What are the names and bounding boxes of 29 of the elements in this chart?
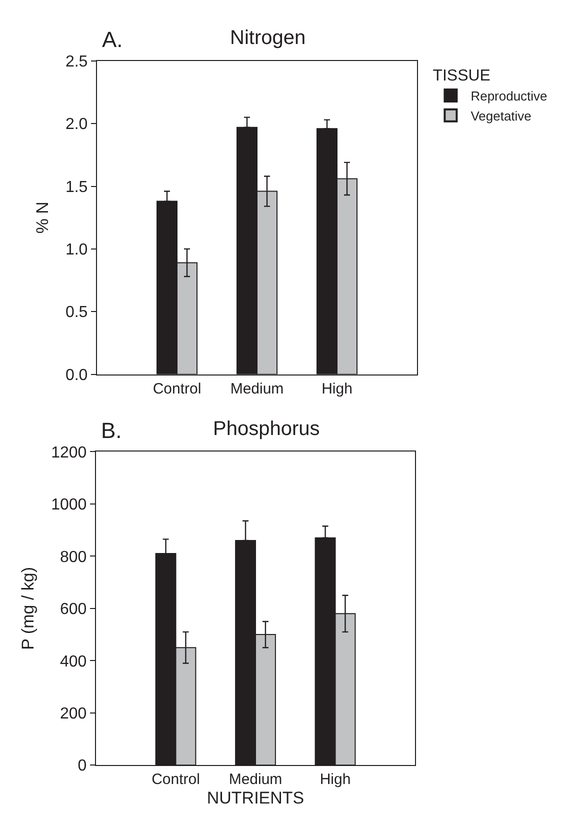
y-axis-title: P (mg / kg) xyxy=(18,566,38,650)
text: B. xyxy=(101,418,122,443)
x-tick-label: Control xyxy=(152,380,202,398)
y-tick-label: 600 xyxy=(60,601,87,618)
chart-title: Phosphorus xyxy=(213,418,320,440)
y-tick-label: 400 xyxy=(60,653,87,670)
text: A. xyxy=(102,27,123,52)
legend-title: TISSUE xyxy=(432,68,490,85)
y-tick-label: 2.5 xyxy=(65,53,88,70)
y-tick-label: 1.0 xyxy=(65,242,88,259)
y-tick-label: 0.5 xyxy=(65,304,88,322)
y-tick-label: 200 xyxy=(60,705,87,722)
x-axis-title: NUTRIENTS xyxy=(206,788,304,808)
y-tick-label: 1.5 xyxy=(65,178,88,196)
y-tick-label: 0 xyxy=(78,758,87,775)
y-tick-label: 0.0 xyxy=(65,366,88,384)
y-tick-label: 2.0 xyxy=(65,116,88,134)
y-tick-label: 800 xyxy=(60,548,87,566)
x-tick-label: Medium xyxy=(230,380,284,398)
x-tick-label: High xyxy=(322,380,352,398)
x-tick-label: Control xyxy=(152,771,200,788)
legend-label: Reproductive xyxy=(470,88,548,104)
x-tick-label: Medium xyxy=(228,771,282,788)
y-tick-label: 1200 xyxy=(51,444,87,462)
chart-title: Nitrogen xyxy=(230,27,306,49)
y-axis-title: % N xyxy=(33,202,52,234)
y-tick-label: 1000 xyxy=(51,496,87,514)
legend-label: Vegetative xyxy=(470,108,532,124)
x-tick-label: High xyxy=(320,771,351,788)
